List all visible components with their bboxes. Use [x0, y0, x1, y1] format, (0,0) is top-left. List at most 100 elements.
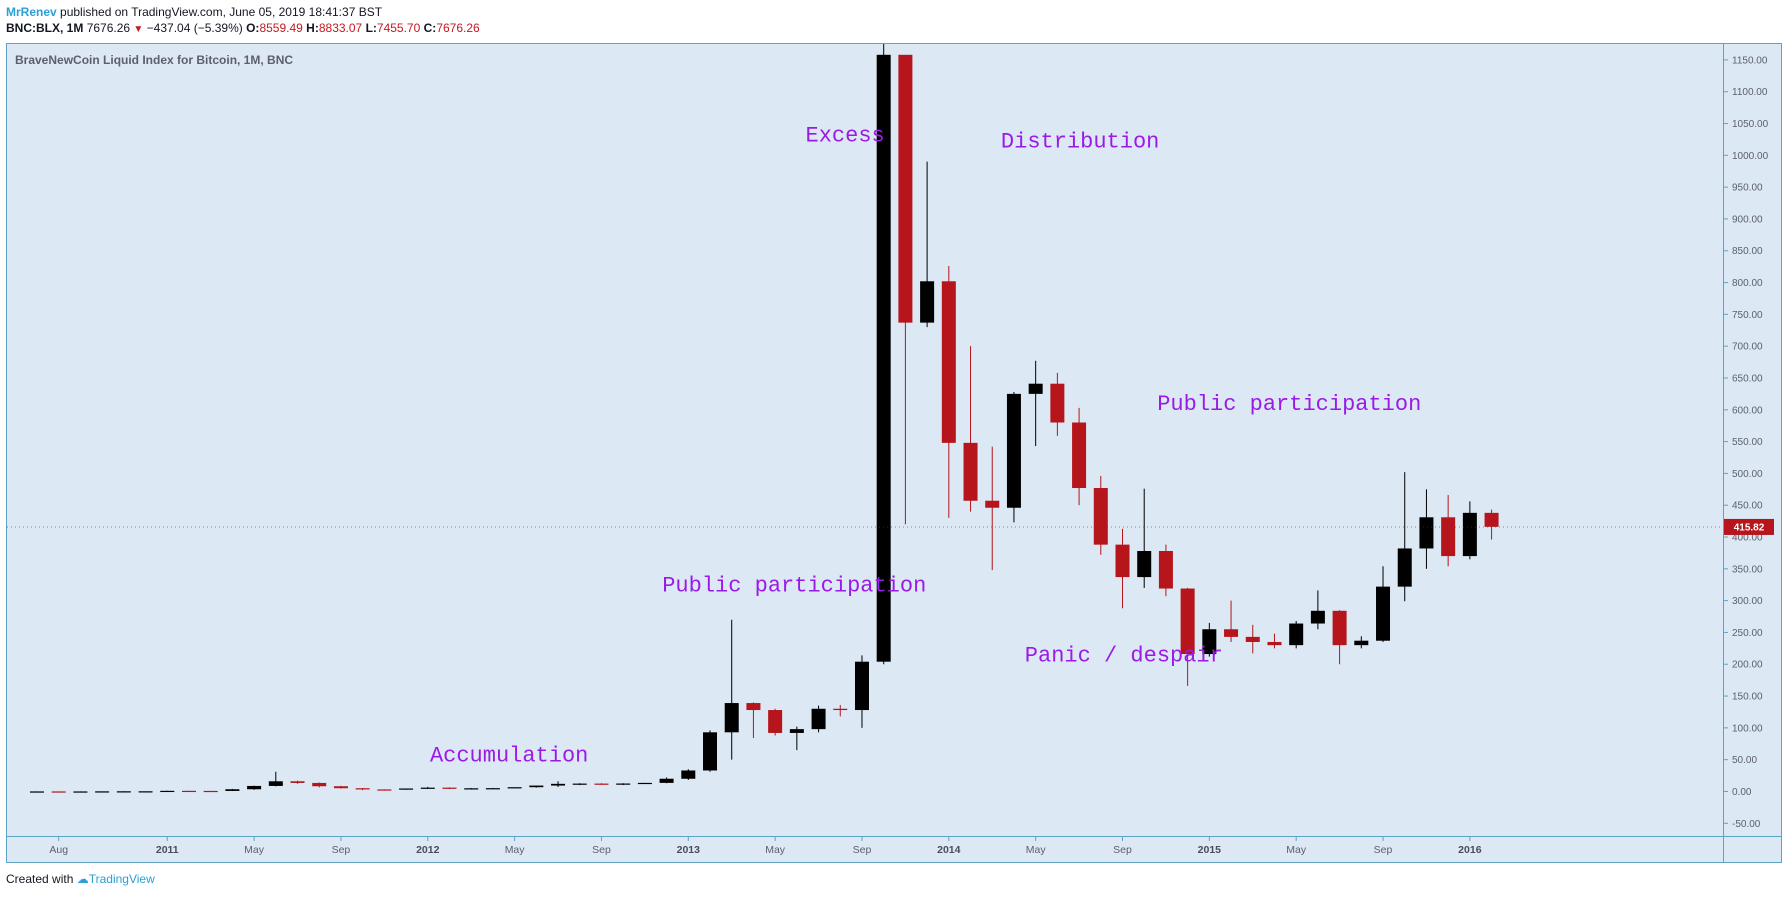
candle — [833, 704, 848, 717]
candle — [920, 161, 935, 328]
candle — [746, 702, 761, 739]
time-tick-label: 2012 — [416, 844, 440, 856]
created-with-text: Created with — [6, 872, 74, 886]
candle-body — [399, 788, 414, 790]
candle — [1180, 587, 1195, 686]
publish-info: published on TradingView.com, June 05, 2… — [60, 5, 383, 19]
annotation-label: Panic / despair — [1025, 644, 1223, 669]
time-axis-area[interactable] — [7, 836, 1781, 862]
price-tick-label: 500.00 — [1732, 469, 1763, 480]
time-tick-label: May — [1286, 844, 1307, 856]
candle — [876, 44, 891, 665]
time-axis: Aug 2011 May Sep 2012 May Sep 2013 May Sep 2014 May… — [49, 836, 1482, 856]
candle-body — [181, 790, 196, 793]
candle — [659, 777, 674, 784]
price-chart[interactable]: -50.00 0.00 50.00 100.00 150.00 200.00 250.00 3… — [0, 0, 1788, 870]
price-axis: -50.00 0.00 50.00 100.00 150.00 200.00 250.00 3… — [1723, 55, 1769, 830]
candle — [1093, 475, 1108, 555]
candle — [30, 791, 44, 793]
candle — [1050, 372, 1065, 436]
annotation-label: Excess — [806, 123, 885, 148]
candle-body — [941, 281, 956, 443]
candle — [898, 54, 913, 525]
price-change: −437.04 (−5.39%) — [146, 21, 243, 35]
candle-body — [138, 791, 153, 793]
annotation-label: Accumulation — [430, 744, 588, 769]
candle-body — [551, 783, 566, 786]
candle-body — [594, 783, 609, 785]
price-tick-label: 1050.00 — [1732, 119, 1769, 130]
candle-body — [268, 781, 283, 786]
candle — [399, 788, 414, 790]
candle-body — [1072, 422, 1087, 489]
price-tick-label: 250.00 — [1732, 628, 1763, 639]
candle-body — [1115, 544, 1130, 578]
candle — [1224, 600, 1239, 642]
candle — [703, 730, 718, 772]
candle — [1115, 528, 1130, 609]
plot-area[interactable] — [7, 44, 1723, 836]
candle — [1462, 501, 1477, 560]
candle — [1158, 544, 1173, 597]
candle — [1419, 489, 1434, 569]
candle — [160, 790, 175, 793]
candle — [1028, 360, 1043, 447]
candle-body — [1397, 548, 1412, 587]
candle-body — [116, 791, 131, 793]
price-tick-label: 300.00 — [1732, 596, 1763, 607]
candle-body — [789, 729, 804, 733]
candle-body — [1158, 551, 1173, 589]
candle — [1072, 407, 1087, 506]
price-tick-label: 400.00 — [1732, 533, 1763, 544]
symbol-label[interactable]: BNC:BLX, 1M — [6, 21, 84, 35]
candle-body — [1267, 641, 1282, 646]
chart-header: MrRenev published on TradingView.com, Ju… — [6, 4, 480, 38]
time-tick-label: 2015 — [1198, 844, 1222, 856]
candle — [854, 655, 869, 728]
price-tick-label: 700.00 — [1732, 342, 1763, 353]
time-tick-label: Sep — [853, 844, 872, 856]
candle-body — [312, 782, 327, 787]
candle-body — [1332, 610, 1347, 646]
candle-body — [1137, 551, 1152, 578]
time-tick-label: Sep — [332, 844, 351, 856]
price-tick-label: 600.00 — [1732, 405, 1763, 416]
candle-body — [203, 790, 218, 793]
candle — [268, 771, 283, 787]
price-tick-label: 200.00 — [1732, 660, 1763, 671]
candle-body — [1419, 517, 1434, 549]
candle-body — [95, 791, 110, 793]
ohlc-line: BNC:BLX, 1M 7676.26 ▼ −437.04 (−5.39%) O… — [6, 20, 480, 38]
price-axis-area[interactable] — [1723, 44, 1781, 836]
candle — [1289, 620, 1304, 649]
candle — [551, 781, 566, 788]
tradingview-logo-icon[interactable]: ☁ — [76, 872, 89, 886]
time-tick-label: Sep — [592, 844, 611, 856]
price-tick-label: 0.00 — [1732, 787, 1752, 798]
candle — [963, 346, 978, 512]
candles-group — [30, 44, 1499, 793]
candle-body — [377, 789, 392, 791]
price-tick-label: 800.00 — [1732, 278, 1763, 289]
candle-body — [464, 788, 479, 790]
price-tick-label: 900.00 — [1732, 214, 1763, 225]
candle-body — [963, 442, 978, 501]
candle-body — [1093, 488, 1108, 545]
candle-body — [811, 708, 826, 730]
tradingview-brand-link[interactable]: TradingView — [88, 872, 155, 886]
price-tick-label: 850.00 — [1732, 246, 1763, 257]
candle-body — [485, 788, 500, 790]
candle-body — [1202, 629, 1217, 655]
author-link[interactable]: MrRenev — [6, 5, 57, 19]
candle-body — [876, 54, 891, 662]
price-tick-label: 750.00 — [1732, 310, 1763, 321]
candle-body — [442, 787, 457, 789]
time-tick-label: May — [1026, 844, 1047, 856]
candle — [51, 791, 66, 793]
open-value: 8559.49 — [259, 21, 303, 35]
candle — [572, 783, 587, 786]
candle-body — [833, 708, 848, 711]
candle-body — [572, 783, 587, 785]
candle — [73, 791, 88, 793]
candle — [941, 266, 956, 518]
